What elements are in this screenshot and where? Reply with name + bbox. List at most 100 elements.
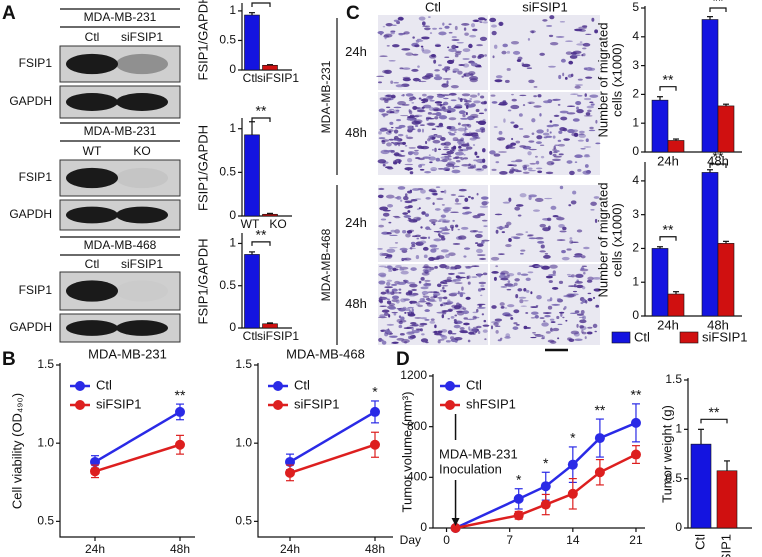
cell-speck	[550, 99, 558, 101]
cell-speck	[393, 81, 399, 84]
cell-speck	[390, 94, 396, 99]
cell-speck	[405, 52, 414, 56]
cell-speck	[441, 153, 449, 156]
cell-speck	[451, 169, 461, 174]
cell-speck	[567, 294, 576, 297]
cell-speck	[444, 56, 450, 58]
cell-speck	[532, 332, 536, 334]
cell-speck	[423, 254, 428, 259]
cell-speck	[432, 292, 441, 296]
x-tick-label: 48h	[365, 542, 385, 556]
cell-speck	[480, 294, 483, 297]
bar	[262, 213, 278, 217]
cell-speck	[545, 331, 551, 334]
cell-speck	[477, 303, 486, 306]
cell-speck	[570, 200, 577, 205]
cell-speck	[381, 339, 384, 342]
time-label: 48h	[345, 296, 367, 311]
cell-speck	[506, 68, 511, 71]
cell-speck	[519, 94, 527, 97]
cell-speck	[414, 114, 423, 118]
cell-speck	[418, 16, 426, 21]
cell-speck	[495, 325, 501, 328]
cell-speck	[586, 279, 593, 283]
cell-speck	[408, 290, 413, 294]
cell-speck	[510, 235, 519, 239]
cell-speck	[592, 277, 601, 280]
cell-speck	[544, 314, 551, 318]
cell-speck	[560, 58, 566, 63]
cell-speck	[511, 98, 517, 102]
cell-speck	[434, 44, 442, 47]
point	[630, 449, 641, 460]
series-line	[289, 410, 376, 464]
cell-speck	[558, 280, 564, 285]
cell-speck	[557, 337, 560, 340]
cell-speck	[586, 105, 595, 109]
cell-speck	[391, 24, 397, 26]
cell-speck	[494, 213, 503, 216]
cell-speck	[553, 114, 560, 117]
cell-speck	[421, 36, 430, 40]
cell-speck	[463, 63, 470, 68]
cell-speck	[452, 139, 459, 142]
cell-speck	[502, 100, 507, 104]
cell-speck	[493, 44, 498, 49]
cell-speck	[420, 226, 423, 229]
legend-swatch	[611, 331, 631, 344]
cell-speck	[590, 209, 595, 211]
cell-speck	[446, 126, 452, 130]
cell-speck	[589, 94, 599, 98]
cell-speck	[462, 48, 471, 53]
cell-speck	[423, 264, 429, 268]
cell-speck	[421, 106, 425, 109]
cell-speck	[548, 273, 557, 277]
cell-speck	[452, 242, 461, 245]
row-label: FSIP1	[19, 170, 53, 184]
cell-speck	[470, 23, 476, 28]
cell-speck	[505, 243, 512, 248]
cell-speck	[437, 64, 442, 67]
cell-speck	[378, 137, 386, 140]
cell-speck	[431, 148, 434, 151]
point	[594, 433, 605, 444]
cell-speck	[514, 206, 521, 211]
cell-speck	[548, 34, 554, 38]
cell-speck	[457, 127, 466, 132]
cell-speck	[578, 130, 585, 134]
cell-speck	[575, 273, 584, 279]
cell-speck	[441, 232, 450, 235]
cell-speck	[467, 339, 471, 343]
cell-speck	[411, 68, 419, 72]
cell-speck	[530, 336, 537, 339]
cell-speck	[472, 311, 478, 314]
cell-speck	[412, 53, 419, 56]
y-tick-label: 1200	[400, 368, 427, 382]
cell-speck	[415, 302, 420, 306]
cell-speck	[558, 224, 565, 228]
cell-speck	[496, 226, 506, 230]
cell-speck	[513, 124, 519, 129]
cell-speck	[395, 84, 404, 88]
cell-speck	[477, 55, 482, 59]
cell-speck	[577, 168, 582, 172]
significance: **	[713, 0, 724, 9]
cell-speck	[449, 149, 455, 152]
cell-speck	[385, 22, 393, 27]
cell-speck	[544, 252, 549, 255]
bar	[244, 134, 260, 217]
cell-speck	[519, 145, 527, 148]
cell-speck	[537, 94, 542, 98]
cell-speck	[454, 51, 462, 56]
y-tick-label: 0	[632, 308, 639, 322]
cell-speck	[549, 318, 555, 321]
cell-speck	[572, 50, 582, 54]
cell-speck	[426, 283, 432, 285]
cell-speck	[433, 247, 440, 250]
significance: **	[594, 402, 605, 418]
cell-speck	[595, 119, 598, 124]
point	[370, 439, 380, 450]
series-line	[455, 421, 637, 530]
cell-speck	[519, 299, 524, 304]
cell-speck	[507, 304, 515, 308]
